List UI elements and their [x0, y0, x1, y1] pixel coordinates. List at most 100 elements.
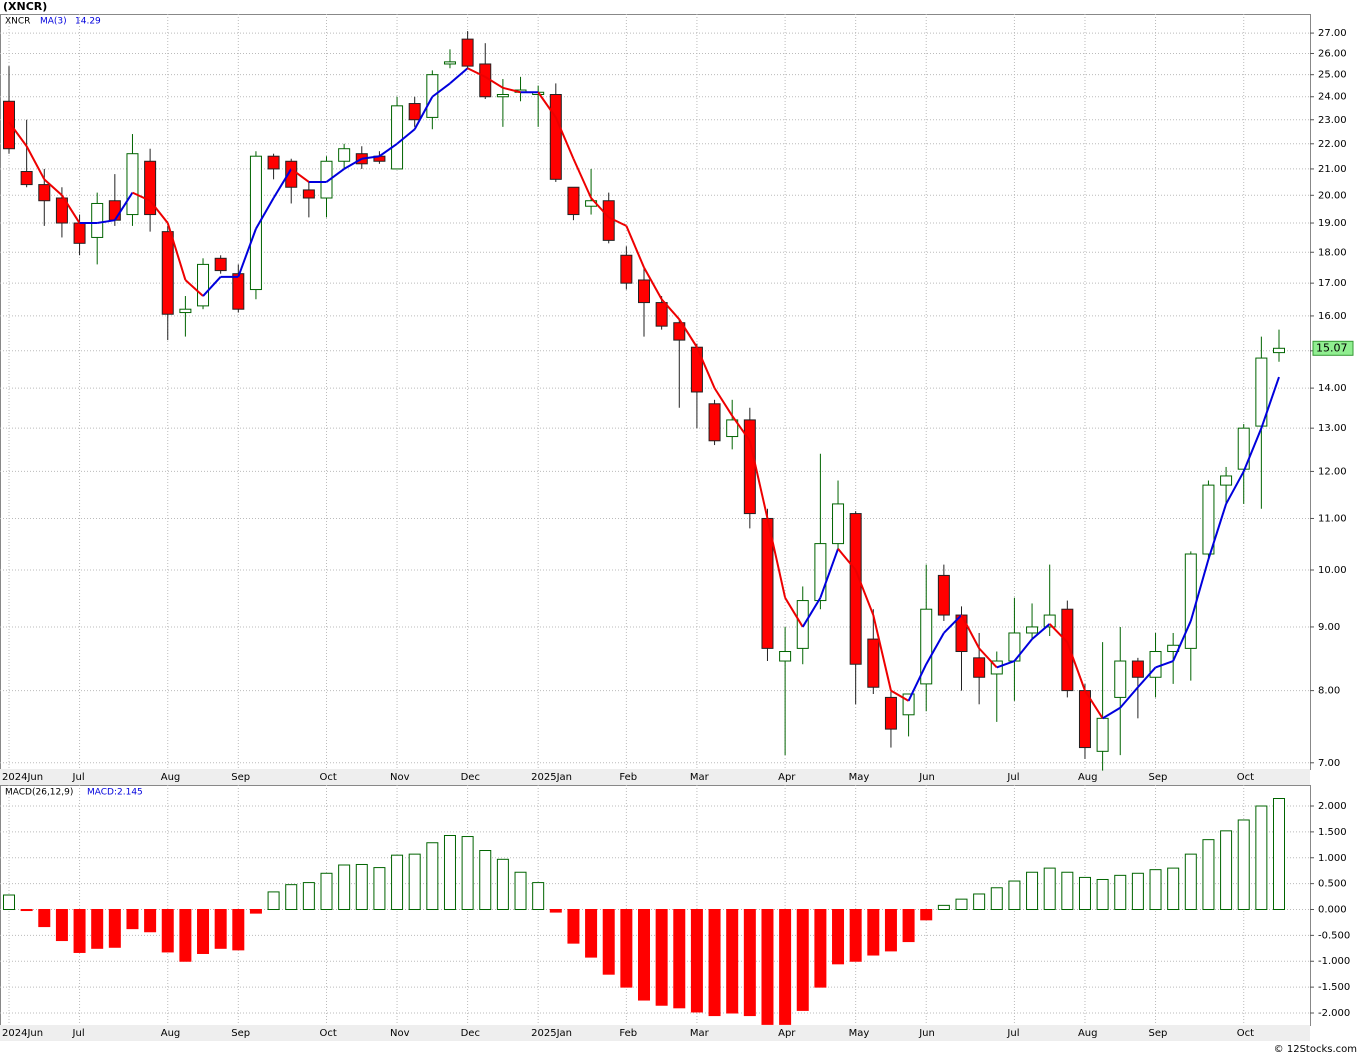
macd-bar	[655, 909, 668, 1006]
ma-segment	[149, 200, 169, 224]
candle-body	[38, 184, 51, 202]
y-tick-label: 2.000	[1318, 801, 1347, 812]
x-axis-band	[0, 1025, 1310, 1041]
x-tick-label: Dec	[461, 1028, 480, 1039]
candle-body	[320, 160, 333, 199]
ma-segment	[907, 663, 928, 702]
candle-body	[655, 302, 668, 327]
candle-body	[814, 543, 827, 602]
ma-segment	[413, 96, 434, 130]
macd-bar	[1273, 798, 1285, 911]
macd-legend-value: MACD:2.145	[87, 788, 143, 798]
macd-bar	[232, 909, 245, 951]
ma-segment	[801, 597, 822, 628]
macd-bar	[779, 909, 792, 1025]
y-tick-label: 11.00	[1318, 513, 1347, 524]
candle-body	[567, 186, 580, 216]
candle-body	[990, 660, 1003, 675]
candle-body	[620, 254, 633, 284]
x-tick-label: Sep	[1149, 772, 1168, 783]
y-tick-label: -1.500	[1318, 982, 1350, 993]
y-tick-label: -2.000	[1318, 1008, 1350, 1019]
macd-bar	[1255, 805, 1268, 911]
ma-segment	[361, 155, 380, 160]
ma-segment	[1172, 620, 1192, 662]
macd-bar	[638, 909, 650, 1001]
macd-legend: MACD(26,12,9)	[5, 788, 73, 798]
ma-segment	[1066, 641, 1086, 691]
candle-body	[232, 273, 245, 310]
ma-segment	[1137, 666, 1157, 688]
macd-bar	[20, 909, 33, 912]
candle-body	[902, 693, 915, 716]
y-tick-label: 22.00	[1318, 139, 1347, 150]
ma-segment	[166, 222, 187, 281]
macd-bar	[1184, 853, 1197, 911]
ma-segment	[960, 614, 981, 649]
ma-segment	[255, 197, 275, 230]
x-tick-label: Jul	[72, 772, 85, 783]
macd-bar	[849, 909, 862, 962]
macd-bar	[55, 909, 68, 942]
macd-bar	[179, 909, 192, 962]
y-tick-label: 25.00	[1318, 70, 1347, 81]
macd-bar	[920, 909, 933, 921]
y-tick-label: 13.00	[1318, 423, 1347, 434]
ma-segment	[872, 614, 892, 691]
macd-bar	[285, 884, 298, 911]
x-tick-label: Sep	[1149, 1028, 1168, 1039]
candle-body	[338, 148, 351, 162]
x-tick-label: Feb	[619, 1028, 637, 1039]
candle-body	[391, 105, 404, 170]
x-tick-label: 2025Jan	[531, 1028, 572, 1039]
candle-body	[285, 160, 298, 188]
ma-segment	[1242, 427, 1263, 472]
candle-body	[197, 263, 210, 307]
macd-bar	[38, 909, 51, 928]
legend-ma-value: 14.29	[75, 17, 101, 27]
candle-body	[726, 419, 739, 438]
candle-body	[1149, 651, 1162, 678]
ma-segment	[660, 298, 681, 320]
x-tick-label: Aug	[161, 1028, 181, 1039]
macd-bar	[426, 842, 439, 911]
candle-body	[549, 93, 562, 180]
macd-bar	[567, 909, 580, 944]
y-tick-label: 26.00	[1318, 48, 1347, 59]
candle-body	[1131, 660, 1144, 678]
x-tick-label: Jun	[918, 772, 935, 783]
x-tick-label: Sep	[231, 1028, 250, 1039]
y-tick-label: 24.00	[1318, 92, 1347, 103]
macd-bar	[1096, 878, 1109, 911]
ma-segment	[608, 216, 627, 227]
macd-bar	[814, 909, 827, 988]
y-tick-label: 23.00	[1318, 115, 1347, 126]
macd-bar	[743, 909, 756, 1017]
macd-bar	[514, 871, 527, 911]
ma-segment	[1048, 623, 1069, 643]
last-price-label: 15.07	[1316, 341, 1348, 354]
ma-segment	[819, 548, 839, 599]
macd-bar	[373, 867, 386, 911]
y-tick-label: 27.00	[1318, 28, 1347, 39]
x-tick-label: May	[849, 772, 870, 783]
y-tick-label: 10.00	[1318, 565, 1347, 576]
y-tick-label: 0.500	[1318, 879, 1347, 890]
candle-body	[73, 222, 86, 244]
ma-segment	[1189, 559, 1210, 622]
macd-bar	[3, 894, 15, 911]
y-tick-label: 12.00	[1318, 466, 1347, 477]
legend-symbol: XNCR	[5, 17, 30, 27]
macd-bar	[1149, 869, 1162, 911]
candle-body	[884, 696, 897, 730]
ma-segment	[643, 266, 663, 300]
ma-segment	[943, 614, 963, 634]
candle-body	[408, 103, 421, 121]
candle-body	[708, 403, 721, 442]
x-tick-label: Jun	[918, 1028, 935, 1039]
last-price-box	[1312, 340, 1354, 356]
macd-bar	[391, 854, 404, 911]
x-tick-label: Aug	[161, 772, 181, 783]
macd-bar	[955, 898, 968, 911]
y-tick-label: 16.00	[1318, 311, 1347, 322]
